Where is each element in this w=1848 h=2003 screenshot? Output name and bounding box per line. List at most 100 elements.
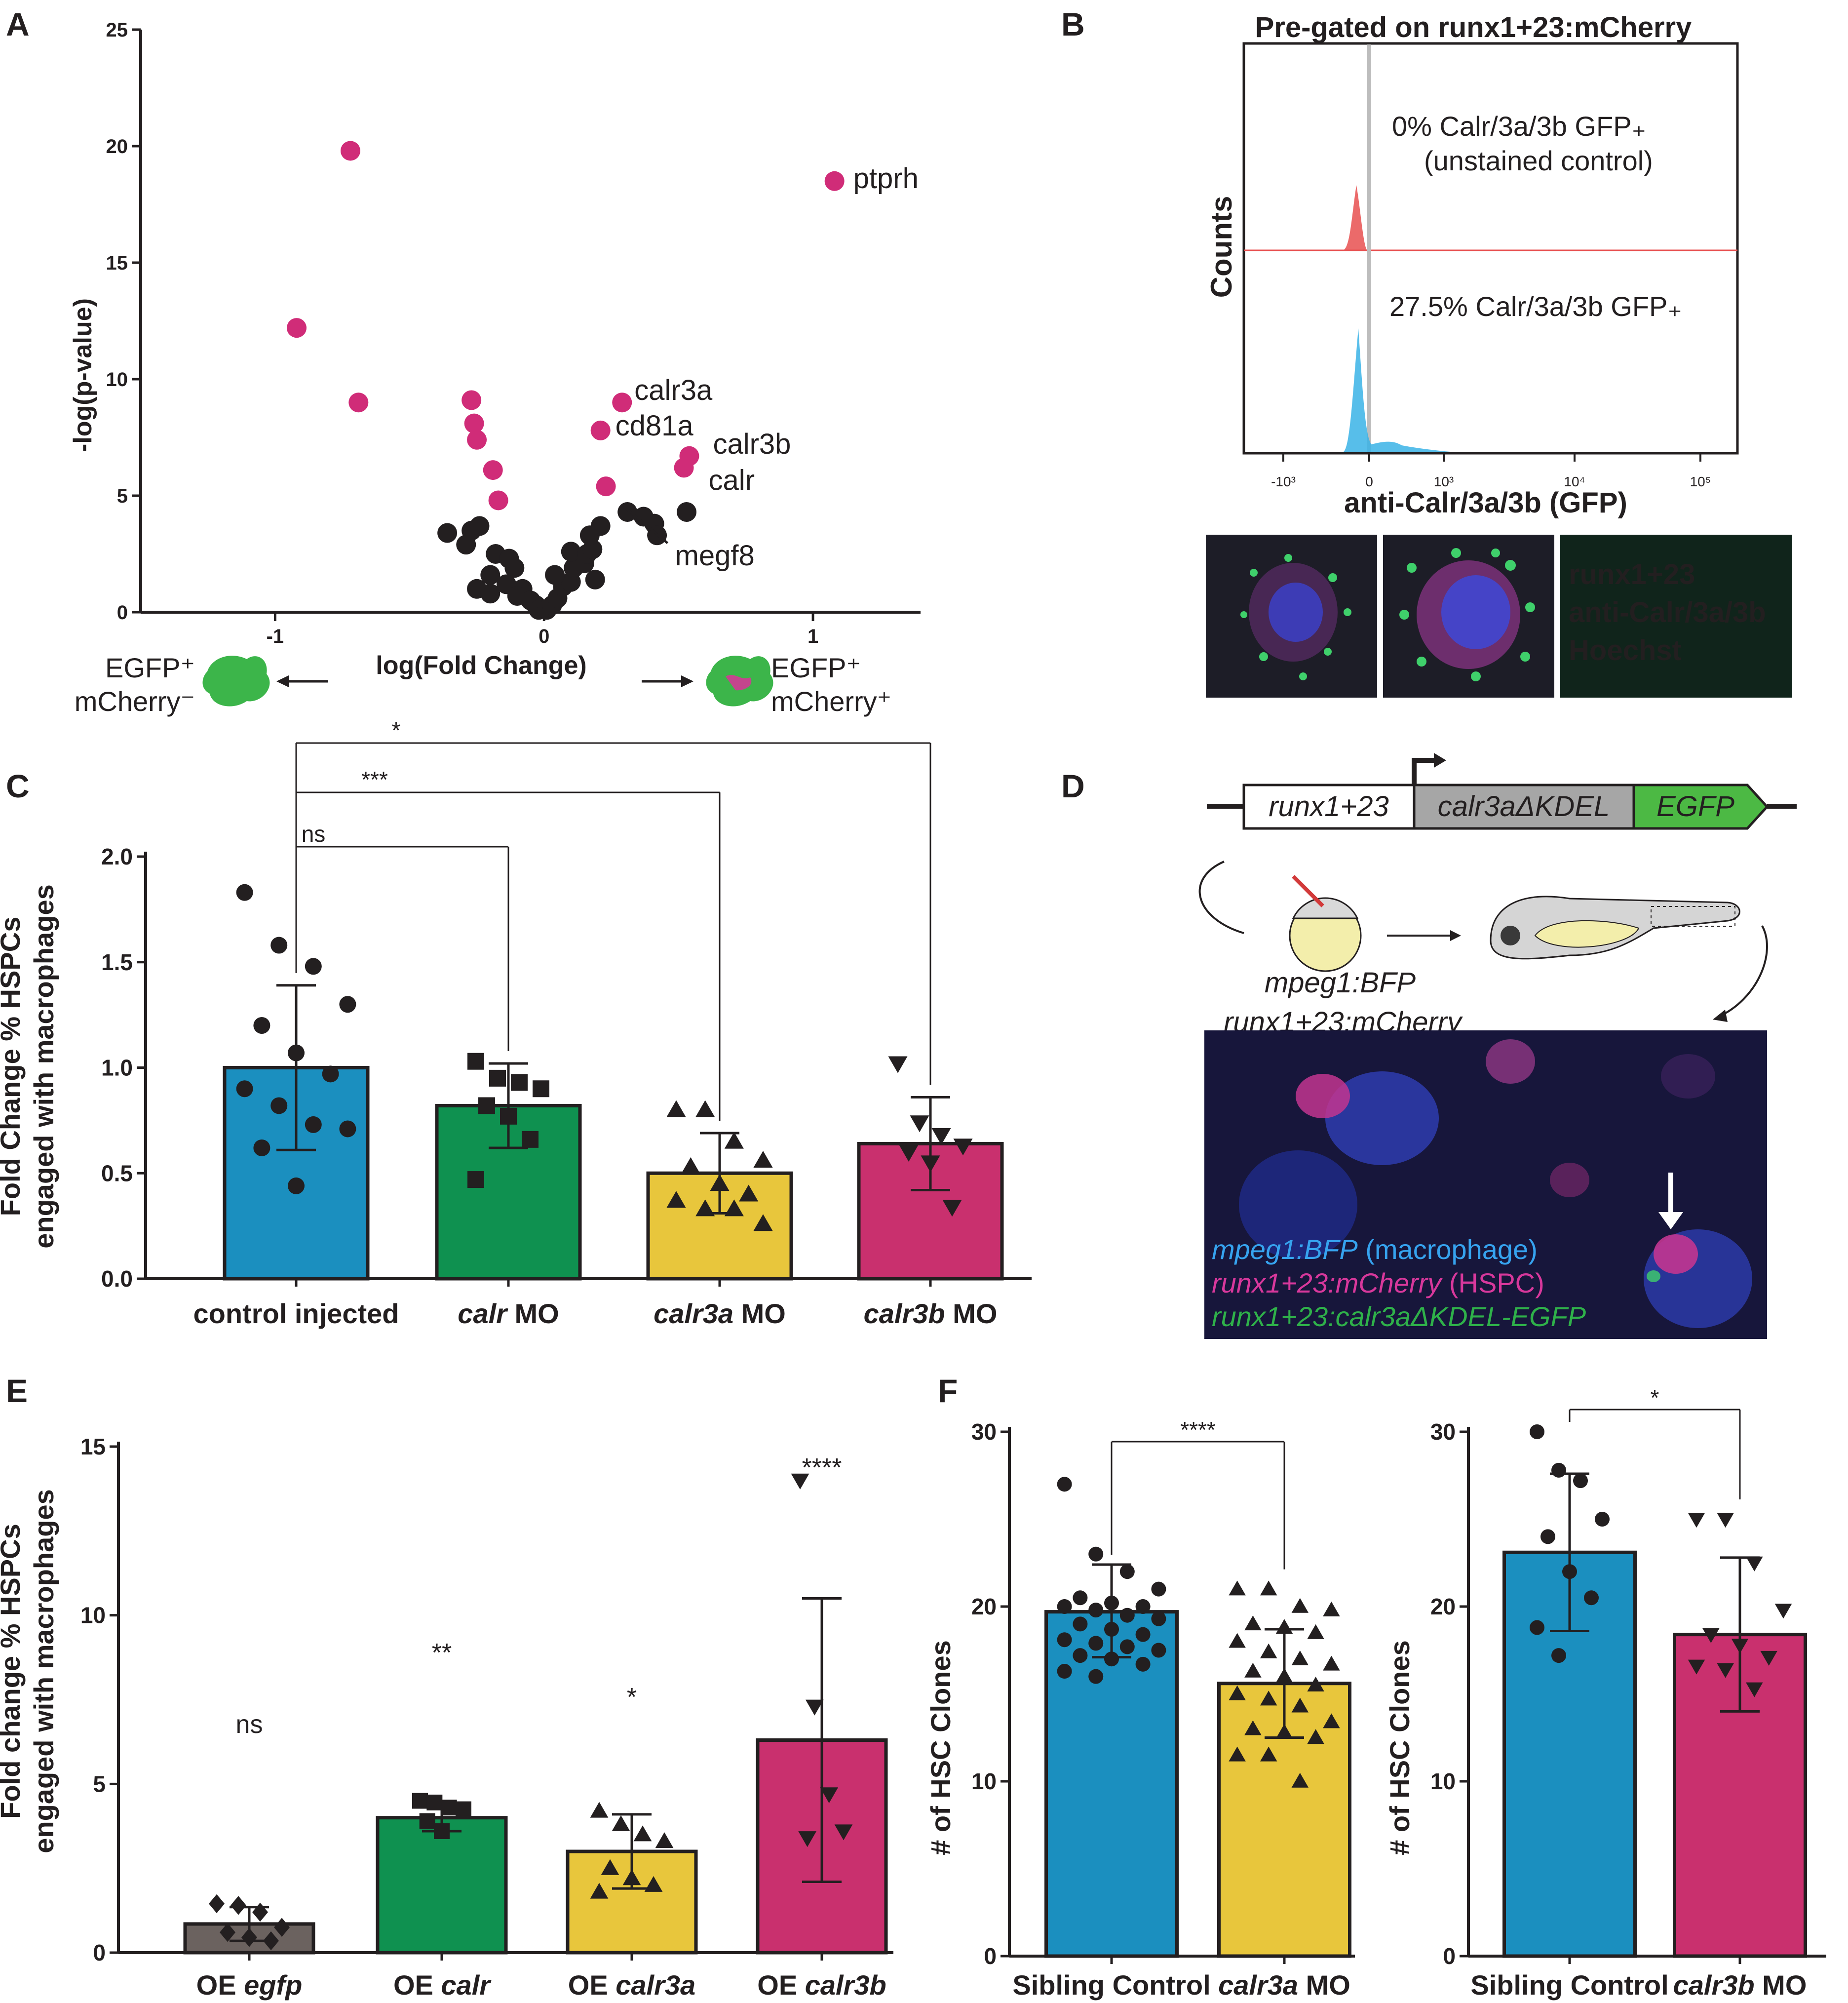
f1-data-point xyxy=(1291,1772,1309,1788)
b-x-tick: 10⁵ xyxy=(1690,474,1711,489)
f2-data-point xyxy=(1551,1648,1566,1663)
a-y-tick-label: 10 xyxy=(106,369,128,391)
e-y-axis-label-1: Fold change % HSPCs xyxy=(0,1524,26,1818)
c-data-point xyxy=(666,1100,686,1117)
d-curve-arrow-1 xyxy=(1198,861,1244,934)
f1-data-point xyxy=(1260,1690,1277,1706)
b-legend-box xyxy=(1560,535,1792,698)
panel-label-c: C xyxy=(6,768,30,804)
c-y-tick-label: 1.0 xyxy=(101,1055,133,1081)
f1-data-point xyxy=(1073,1590,1088,1606)
c-data-point xyxy=(236,884,253,901)
a-left-arrow-head xyxy=(276,675,289,687)
f1-y-tick-label: 10 xyxy=(971,1768,997,1794)
a-right-label-egfp: EGFP⁺ xyxy=(771,652,861,683)
a-sig-point xyxy=(467,430,487,450)
a-y-tick-label: 25 xyxy=(106,19,128,41)
c-data-point xyxy=(681,1157,700,1174)
e-data-point xyxy=(791,1473,809,1490)
f2-data-point xyxy=(1774,1604,1792,1619)
b-y-axis-label: Counts xyxy=(1205,196,1238,298)
c-data-point xyxy=(270,937,288,954)
a-gene-label: calr3a xyxy=(634,374,713,406)
f2-data-point xyxy=(1551,1462,1566,1478)
e-data-point xyxy=(622,1869,641,1885)
a-right-label-mcherry: mCherry⁺ xyxy=(771,686,891,717)
f1-data-point xyxy=(1244,1720,1262,1735)
f1-data-point xyxy=(1104,1651,1119,1667)
f1-y-tick-label: 20 xyxy=(971,1594,997,1619)
a-left-cell-icon xyxy=(202,656,270,707)
a-point xyxy=(437,523,458,543)
f2-data-point xyxy=(1717,1513,1734,1528)
b-x-tick: 10³ xyxy=(1434,474,1454,489)
f1-data-point xyxy=(1104,1622,1119,1637)
e-y-tick-label: 15 xyxy=(80,1434,106,1459)
e-significance-label: **** xyxy=(802,1453,842,1482)
f1-data-point xyxy=(1229,1633,1246,1648)
a-point xyxy=(585,569,605,589)
d-needle-icon xyxy=(1292,875,1324,907)
e-data-point xyxy=(633,1825,652,1842)
c-data-point xyxy=(910,1115,929,1133)
d-label-mpeg1: mpeg1:BFP xyxy=(1265,967,1416,999)
flow-panel: Pre-gated on runx1+23:mCherry 0% Calr/3a… xyxy=(1205,11,1792,698)
e-data-point xyxy=(820,1787,839,1804)
d-egfp-box xyxy=(1632,784,1769,830)
c-data-point xyxy=(695,1199,715,1217)
e-data-point xyxy=(601,1859,619,1875)
f1-data-point xyxy=(1260,1580,1277,1596)
f1-data-point xyxy=(1291,1697,1309,1713)
c-data-point xyxy=(931,1128,951,1145)
c-data-point xyxy=(339,1120,356,1138)
e-data-point xyxy=(263,1931,279,1951)
e-data-point xyxy=(241,1928,257,1947)
f2-category-label: calr3b MO xyxy=(1673,1969,1807,2001)
c-data-point xyxy=(753,1214,773,1231)
f2-data-point xyxy=(1540,1529,1555,1544)
c-data-point xyxy=(522,1131,539,1148)
c-y-axis-label-2: engaged with macrophages xyxy=(28,884,59,1249)
b-label-unstained-control: (unstained control) xyxy=(1424,145,1653,176)
a-sig-point xyxy=(464,413,484,433)
f2-y-tick-label: 30 xyxy=(1430,1419,1456,1445)
a-sig-point xyxy=(348,393,369,413)
e-data-point xyxy=(220,1923,235,1942)
a-point xyxy=(545,565,565,585)
d-legend-egfp: runx1+23:calr3aΔKDEL-EGFP xyxy=(1212,1301,1586,1332)
c-data-point xyxy=(467,1171,484,1188)
e-data-point xyxy=(456,1801,471,1817)
a-gene-label: calr xyxy=(709,464,755,496)
c-category-label: control injected xyxy=(193,1298,399,1329)
a-sig-point xyxy=(287,318,307,338)
e-y-tick-label: 0 xyxy=(93,1940,106,1965)
a-point xyxy=(480,565,500,585)
f1-data-point xyxy=(1151,1643,1166,1658)
a-x-tick-label: 0 xyxy=(539,626,549,647)
f1-data-point xyxy=(1260,1746,1277,1762)
a-sig-point xyxy=(590,420,611,440)
d-promoter-label: runx1+23 xyxy=(1269,790,1388,823)
f1-data-point xyxy=(1135,1627,1151,1642)
c-data-point xyxy=(724,1199,744,1217)
f1-data-point xyxy=(1275,1668,1293,1683)
f1-data-point xyxy=(1057,1632,1072,1648)
a-y-tick-label: 20 xyxy=(106,136,128,157)
f1-y-tick-label: 0 xyxy=(984,1943,997,1969)
f2-y-tick-label: 10 xyxy=(1430,1768,1456,1794)
f1-data-point xyxy=(1229,1685,1246,1700)
e-category-label: OE egfp xyxy=(196,1969,303,2001)
construct-panel: runx1+23 calr3aΔKDEL EGFP mpeg1:BFP runx… xyxy=(1198,753,1797,1339)
f1-data-point xyxy=(1291,1650,1309,1665)
a-sig-point xyxy=(824,171,845,191)
e-data-point xyxy=(655,1832,674,1848)
f1-category-label: Sibling Control xyxy=(1012,1969,1210,2001)
a-point xyxy=(480,584,500,604)
e-category-label: OE calr3b xyxy=(757,1969,886,2001)
e-data-point xyxy=(434,1823,450,1839)
e-data-point xyxy=(798,1831,817,1847)
c-data-point xyxy=(666,1191,686,1208)
c-data-point xyxy=(753,1151,773,1168)
a-sig-point xyxy=(483,460,503,480)
d-gene-label: calr3aΔKDEL xyxy=(1438,790,1610,823)
